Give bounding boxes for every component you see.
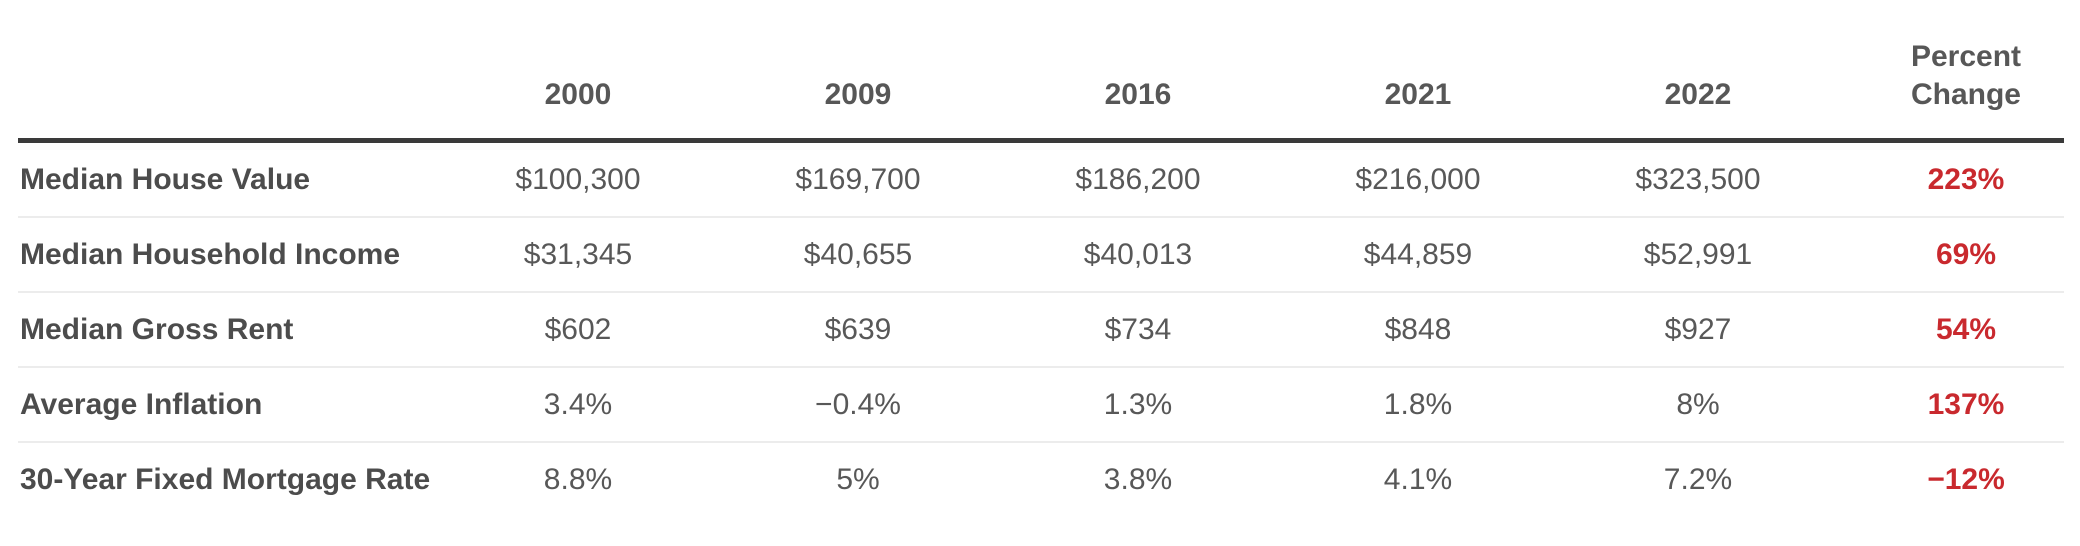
year-column-header-2000: 2000 — [438, 0, 718, 143]
header-row: 2000 2009 2016 2021 2022 Percent Change — [18, 0, 2064, 143]
cell-value: $323,500 — [1558, 140, 1838, 218]
cell-value: $734 — [998, 292, 1278, 368]
row-label: Median Household Income — [18, 217, 438, 293]
percent-change-value: 69% — [1838, 217, 2064, 293]
cell-value: $100,300 — [438, 140, 718, 218]
cell-value: $169,700 — [718, 140, 998, 218]
cell-value: $927 — [1558, 292, 1838, 368]
cell-value: 1.8% — [1278, 367, 1558, 443]
cell-value: $44,859 — [1278, 217, 1558, 293]
cell-value: 8.8% — [543, 462, 613, 496]
metric-column-header — [18, 0, 438, 143]
cell-value: 3.8% — [1103, 462, 1173, 496]
percent-change-value: 137% — [1838, 367, 2064, 443]
year-column-header-2009: 2009 — [718, 0, 998, 143]
cell-value: 1.3% — [998, 367, 1278, 443]
year-column-header-2022: 2022 — [1558, 0, 1838, 143]
cell-value: $40,655 — [718, 217, 998, 293]
cell-value: $216,000 — [1278, 140, 1558, 218]
cell-value: −0.4% — [718, 367, 998, 443]
table-row-median-household-income: Median Household Income $31,345 $40,655 … — [18, 217, 2064, 293]
year-column-header-2016: 2016 — [998, 0, 1278, 143]
housing-costs-comparison-table: 2000 2009 2016 2021 2022 Percent Change … — [18, 0, 2064, 516]
table-row-median-gross-rent: Median Gross Rent $602 $639 $734 $848 $9… — [18, 292, 2064, 368]
cell-value: $31,345 — [438, 217, 718, 293]
cell-value: $40,013 — [998, 217, 1278, 293]
table-row-30-year-fixed-mortgage-rate: 30-Year Fixed Mortgage Rate 8.8% 5% 3.8%… — [18, 442, 2064, 516]
year-column-header-2021: 2021 — [1278, 0, 1558, 143]
cell-value: 5% — [836, 462, 880, 496]
row-label: Median House Value — [18, 140, 438, 218]
row-label: 30-Year Fixed Mortgage Rate — [20, 462, 431, 496]
table-row-median-house-value: Median House Value $100,300 $169,700 $18… — [18, 140, 2064, 218]
cell-value: 3.4% — [438, 367, 718, 443]
percent-change-value: −12% — [1927, 462, 2005, 496]
percent-change-value: 223% — [1838, 140, 2064, 218]
cell-value: $639 — [718, 292, 998, 368]
cell-value: 8% — [1558, 367, 1838, 443]
percent-change-value: 54% — [1838, 292, 2064, 368]
row-label: Average Inflation — [18, 367, 438, 443]
cell-value: $52,991 — [1558, 217, 1838, 293]
row-label: Median Gross Rent — [18, 292, 438, 368]
table-row-average-inflation: Average Inflation 3.4% −0.4% 1.3% 1.8% 8… — [18, 367, 2064, 443]
cell-value: 7.2% — [1663, 462, 1733, 496]
cell-value: $186,200 — [998, 140, 1278, 218]
cell-value: $602 — [438, 292, 718, 368]
cell-value: $848 — [1278, 292, 1558, 368]
cell-value: 4.1% — [1383, 462, 1453, 496]
percent-change-column-header: Percent Change — [1838, 0, 2064, 143]
